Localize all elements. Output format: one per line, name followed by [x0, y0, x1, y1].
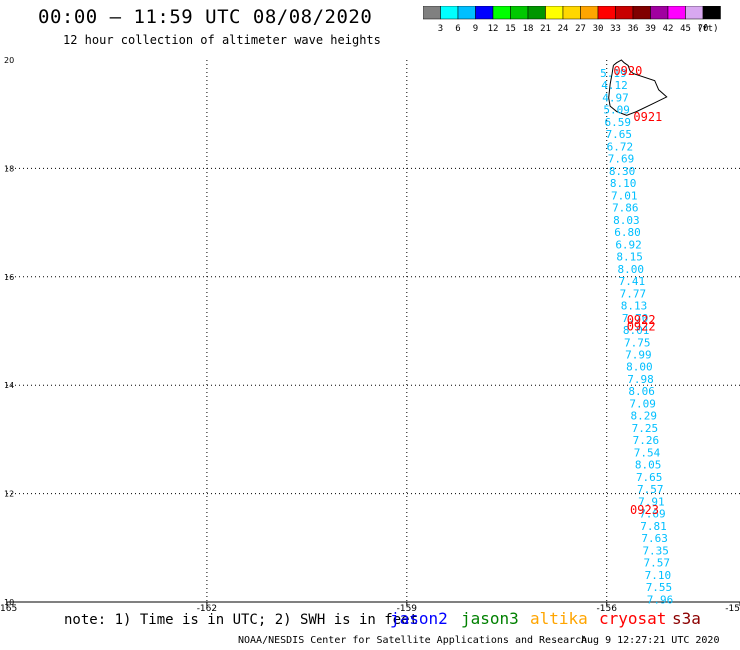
- wave-height-label: 7.54: [634, 446, 661, 459]
- color-scale-legend: 3 6 9 12 15 18 21 24 27 30 33 36 39 42 45 70(ft): [423, 6, 721, 34]
- hawaii-coastline: [608, 59, 668, 116]
- wave-height-label: 5.19: [600, 67, 627, 80]
- wave-height-label: 7.26: [633, 434, 660, 447]
- wave-height-label: 6.72: [607, 140, 634, 153]
- wave-height-label: 7.70: [622, 312, 649, 325]
- chart-subtitle: 12 hour collection of altimeter wave hei…: [63, 33, 381, 47]
- color-scale-label: 21: [540, 24, 551, 34]
- wave-height-label: 7.57: [637, 483, 664, 496]
- y-tick-label: 14: [4, 381, 14, 390]
- wave-height-label: 7.86: [612, 202, 639, 215]
- wave-height-label: 7.57: [644, 557, 671, 570]
- wave-height-label: 7.96: [647, 593, 674, 606]
- wave-height-label: 4.97: [602, 91, 629, 104]
- wave-height-label: 7.25: [632, 422, 659, 435]
- pass-time-label: 0922: [627, 320, 656, 334]
- color-scale-label: 42: [663, 24, 674, 34]
- legend-altika: altika: [530, 609, 588, 628]
- color-scale-label: 3: [438, 24, 443, 34]
- color-scale-label: 24: [558, 24, 569, 34]
- wave-height-label: 6.92: [615, 238, 642, 251]
- color-scale-label: 39: [645, 24, 656, 34]
- pass-time-label: 0921: [633, 110, 662, 124]
- wave-height-label: 8.29: [631, 410, 658, 423]
- wave-height-label: 8.15: [616, 251, 643, 264]
- wave-height-label: 4.12: [601, 79, 628, 92]
- color-scale-label: 6: [455, 24, 460, 34]
- y-tick-label: 20: [4, 56, 14, 65]
- wave-height-label: 6.59: [604, 116, 631, 129]
- footer-note: note: 1) Time is in UTC; 2) SWH is in fe…: [64, 612, 419, 628]
- footer-credit: NOAA/NESDIS Center for Satellite Applica…: [238, 635, 588, 646]
- color-scale-label: 33: [610, 24, 621, 34]
- color-scale-label: 18: [523, 24, 534, 34]
- wave-height-label: 7.77: [620, 287, 647, 300]
- x-tick-label: -162: [197, 604, 217, 614]
- color-scale-label: 27: [575, 24, 586, 34]
- wave-height-label: 7.99: [625, 349, 652, 362]
- color-scale-label: 36: [628, 24, 639, 34]
- wave-height-label: 8.00: [626, 361, 653, 374]
- color-scale-label: 15: [505, 24, 516, 34]
- pass-time-label: 0923: [630, 503, 659, 517]
- wave-height-label: 7.09: [629, 397, 656, 410]
- legend-cryosat: cryosat: [599, 609, 667, 628]
- wave-height-label: 8.03: [613, 214, 640, 227]
- wave-height-label: 7.65: [606, 128, 633, 141]
- color-scale-label: 70: [698, 24, 709, 34]
- wave-height-label: 7.91: [638, 495, 665, 508]
- y-tick-label: 16: [4, 273, 14, 282]
- wave-height-label: 6.80: [614, 226, 641, 239]
- wave-height-label: 7.41: [619, 275, 646, 288]
- wave-height-label: 7.10: [645, 569, 672, 582]
- x-tick-label: -156: [597, 604, 618, 614]
- wave-height-label: 8.05: [635, 459, 662, 472]
- x-tick-label: -159: [397, 604, 418, 614]
- wave-height-label: 7.35: [642, 544, 669, 557]
- wave-height-label: 7.98: [627, 373, 654, 386]
- pass-time-label: 0922: [627, 313, 656, 327]
- x-tick-label: -165: [0, 604, 17, 614]
- wave-height-label: 5.09: [603, 104, 630, 117]
- color-scale-label: 9: [473, 24, 478, 34]
- color-scale-label: 45: [680, 24, 691, 34]
- wave-height-label: 8.01: [623, 324, 650, 337]
- y-tick-label: 12: [4, 490, 14, 499]
- color-scale-unit: (ft): [697, 24, 719, 34]
- wave-height-label: 7.81: [640, 520, 667, 533]
- wave-height-label: 8.13: [621, 300, 648, 313]
- wave-height-label: 8.10: [610, 177, 637, 190]
- legend-jason3: jason3: [461, 609, 519, 628]
- pass-time-label: 0920: [613, 64, 642, 78]
- color-swatch: [702, 6, 721, 20]
- footer-timestamp: Aug 9 12:27:21 UTC 2020: [581, 635, 720, 646]
- color-scale-label: 30: [593, 24, 604, 34]
- wave-height-label: 8.06: [628, 385, 655, 398]
- wave-height-label: 8.30: [609, 165, 636, 178]
- wave-height-label: 7.69: [639, 508, 666, 521]
- wave-height-label: 7.69: [608, 153, 635, 166]
- wave-height-label: 7.01: [611, 189, 638, 202]
- legend-jason2: jason2: [390, 609, 448, 628]
- x-tick-label: -15: [725, 604, 740, 614]
- wave-height-label: 7.55: [646, 581, 673, 594]
- wave-height-label: 7.65: [636, 471, 663, 484]
- legend-s3a: s3a: [672, 609, 701, 628]
- wave-height-label: 7.75: [624, 336, 651, 349]
- chart-title: 00:00 — 11:59 UTC 08/08/2020: [38, 6, 373, 28]
- y-tick-label: 18: [4, 164, 14, 173]
- y-tick-label: 10: [4, 598, 14, 607]
- wave-height-label: 8.00: [617, 263, 644, 276]
- wave-height-label: 7.63: [641, 532, 668, 545]
- color-scale-label: 12: [488, 24, 499, 34]
